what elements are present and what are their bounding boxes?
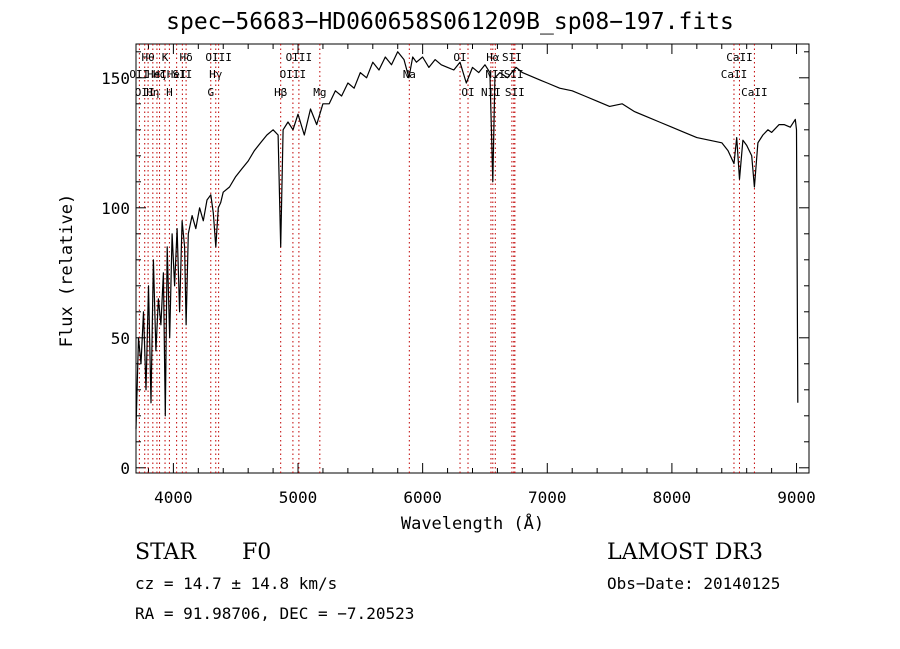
line-marker-label: G xyxy=(207,86,214,99)
x-axis-label: Wavelength (Å) xyxy=(401,512,544,534)
line-marker-label: Hβ xyxy=(274,86,288,99)
spectrum-line xyxy=(135,51,799,429)
line-marker-label: Hθ xyxy=(141,51,154,64)
line-marker-label: OII xyxy=(135,86,155,99)
line-marker-label: OIII xyxy=(205,51,232,64)
plot-frame xyxy=(135,43,810,474)
line-marker-label: SII xyxy=(504,68,524,81)
line-marker-label: Hδ xyxy=(179,51,192,64)
y-axis-label: Flux (relative) xyxy=(57,194,77,348)
line-marker-label: Mg xyxy=(313,86,326,99)
x-tick-label: 7000 xyxy=(528,488,567,507)
x-tick-label: 5000 xyxy=(279,488,318,507)
x-tick-label: 8000 xyxy=(653,488,692,507)
line-marker-label: Hα xyxy=(486,51,500,64)
y-tick-label: 50 xyxy=(111,329,130,348)
line-marker-label: SII xyxy=(505,86,525,99)
x-tick-label: 4000 xyxy=(154,488,193,507)
line-marker-label: SII xyxy=(502,51,522,64)
survey-name: LAMOST DR3 xyxy=(607,540,763,565)
y-tick-label: 150 xyxy=(101,69,130,88)
x-tick-label: 6000 xyxy=(403,488,442,507)
line-marker-label: CaII xyxy=(741,86,768,99)
line-marker-label: HeI xyxy=(147,68,167,81)
x-tick-label: 9000 xyxy=(777,488,816,507)
line-marker-label: OIII xyxy=(280,68,307,81)
line-marker-label: Hζ xyxy=(153,68,166,81)
redshift-readout: cz = 14.7 ± 14.8 km/s xyxy=(135,574,338,593)
line-marker-label: Hη xyxy=(146,86,159,99)
y-tick-label: 0 xyxy=(120,459,130,478)
object-subclass: F0 xyxy=(242,540,272,565)
coordinates: RA = 91.98706, DEC = −7.20523 xyxy=(135,604,415,623)
line-marker-label: H xyxy=(166,86,173,99)
line-marker-label: HeI xyxy=(167,68,187,81)
y-tick-label: 100 xyxy=(101,199,130,218)
object-class: STAR xyxy=(135,540,196,565)
line-marker-label: OI xyxy=(461,86,474,99)
spectrum-plot: 4000 5000 6000 7000 8000 9000 0 50 100 150 Wavelen… xyxy=(57,43,816,534)
obs-date: Obs−Date: 20140125 xyxy=(607,574,781,593)
line-marker-label: Hγ xyxy=(209,68,223,81)
line-marker-label: K xyxy=(162,51,169,64)
line-marker-label: OI xyxy=(453,51,466,64)
line-marker-label: OIII xyxy=(286,51,313,64)
line-marker-label: SII xyxy=(172,68,192,81)
line-marker-label: CaII xyxy=(721,68,748,81)
line-marker-label: CaII xyxy=(726,51,753,64)
chart-title: spec−56683−HD060658S061209B_sp08−197.fit… xyxy=(166,9,734,35)
